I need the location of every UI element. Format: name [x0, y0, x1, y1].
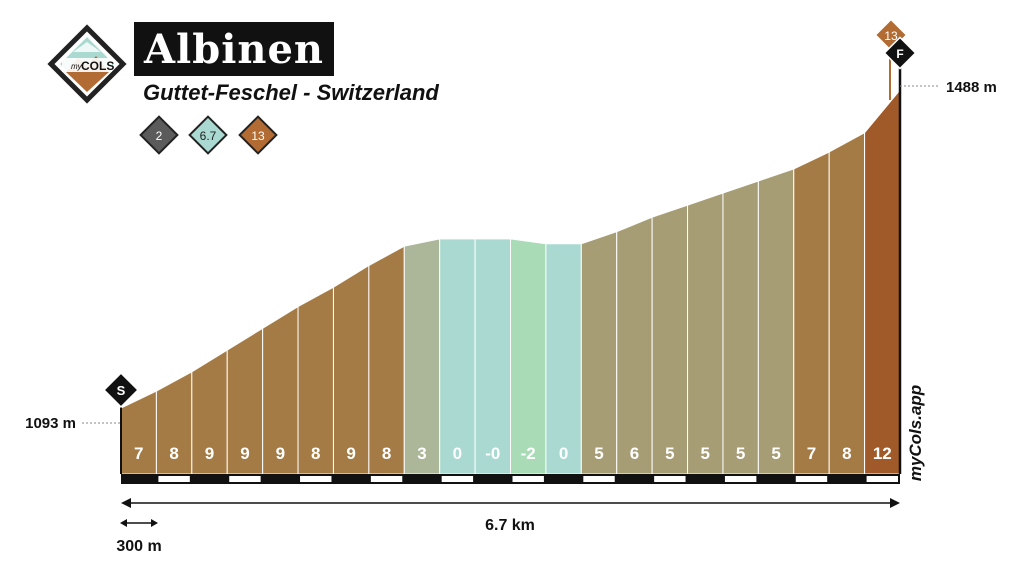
gradient-label: 5 — [736, 444, 745, 463]
gradient-label: 5 — [594, 444, 603, 463]
profile-segment — [793, 151, 830, 475]
profile-segment — [616, 216, 653, 475]
scale-bar-tick — [866, 476, 898, 482]
profile-segment — [722, 180, 759, 475]
start-marker: S — [102, 371, 140, 474]
profile-segment — [651, 204, 689, 475]
scale-bar-tick — [441, 476, 474, 482]
logo-text-my: my — [71, 62, 83, 71]
segment-scale-arrow — [120, 519, 158, 527]
gradient-label: -2 — [521, 444, 536, 463]
gradient-label: 0 — [453, 444, 462, 463]
gradient-label: 8 — [842, 444, 851, 463]
gradient-label: 5 — [665, 444, 674, 463]
scale-bar-tick — [795, 476, 828, 482]
scale-bar-background — [121, 474, 900, 484]
profile-segment — [368, 245, 405, 475]
scale-bar-tick — [229, 476, 261, 482]
title-box: Albinen — [134, 22, 335, 76]
scale-bar-tick — [724, 476, 757, 482]
gradient-label: 6 — [630, 444, 639, 463]
finish-marker: 13 F — [874, 18, 917, 474]
profile-segment — [474, 238, 511, 475]
gradient-label: 9 — [346, 444, 355, 463]
gradient-label: 7 — [134, 444, 143, 463]
scale-bar-tick — [158, 476, 190, 482]
gradient-label: 5 — [771, 444, 780, 463]
gradient-label: -0 — [485, 444, 500, 463]
svg-text:6.7: 6.7 — [200, 129, 217, 143]
gradient-label: 8 — [311, 444, 320, 463]
segment-scale-label: 300 m — [116, 538, 161, 555]
gradient-label: 9 — [240, 444, 249, 463]
distance-scale-bar — [121, 474, 900, 484]
scale-bar-tick — [370, 476, 403, 482]
profile-segment — [580, 230, 618, 475]
gradient-label: 8 — [382, 444, 391, 463]
scale-bar-tick — [512, 476, 544, 482]
mycols-logo: my COLS — [47, 24, 127, 104]
finish-marker-label: F — [896, 47, 903, 61]
end-elevation-label: 1488 m — [946, 79, 997, 96]
profile-segment — [757, 168, 795, 475]
svg-text:2: 2 — [156, 129, 163, 143]
scale-bar-tick — [583, 476, 615, 482]
watermark: myCols.app — [906, 385, 925, 481]
profile-segment — [828, 131, 866, 475]
scale-bar-tick — [654, 476, 686, 482]
profile-segment — [510, 238, 547, 475]
gradient-labels: 7 8 9 9 9 8 9 8 3 0 -0 -2 0 5 6 5 5 5 5 7 8 12 — [134, 444, 892, 463]
gradient-label: 7 — [807, 444, 816, 463]
route-subtitle: Guttet-Feschel - Switzerland — [143, 80, 439, 105]
start-elevation-label: 1093 m — [25, 415, 76, 432]
profile-segment — [403, 238, 441, 475]
finish-badge-label: 13 — [884, 29, 898, 43]
gradient-label: 9 — [276, 444, 285, 463]
gradient-label: 3 — [417, 444, 426, 463]
start-marker-label: S — [117, 383, 126, 398]
total-distance-label: 6.7 km — [485, 517, 535, 534]
scale-bar-tick — [300, 476, 332, 482]
badge-max-gradient: 13 — [238, 115, 278, 155]
gradient-label: 5 — [701, 444, 710, 463]
svg-text:13: 13 — [251, 129, 265, 143]
total-distance-arrow — [121, 498, 900, 508]
profile-segment — [545, 243, 582, 475]
profile-segment — [687, 192, 724, 475]
profile-area — [120, 88, 901, 475]
badge-category: 2 — [139, 115, 179, 155]
gradient-label: 12 — [873, 444, 892, 463]
profile-segment — [332, 264, 370, 475]
badge-distance: 6.7 — [188, 115, 228, 155]
logo-text-cols: COLS — [81, 59, 114, 73]
gradient-label: 8 — [169, 444, 178, 463]
gradient-label: 0 — [559, 444, 568, 463]
profile-segment — [864, 88, 901, 475]
page-title: Albinen — [144, 25, 325, 73]
profile-segment — [439, 238, 476, 475]
gradient-label: 9 — [205, 444, 214, 463]
